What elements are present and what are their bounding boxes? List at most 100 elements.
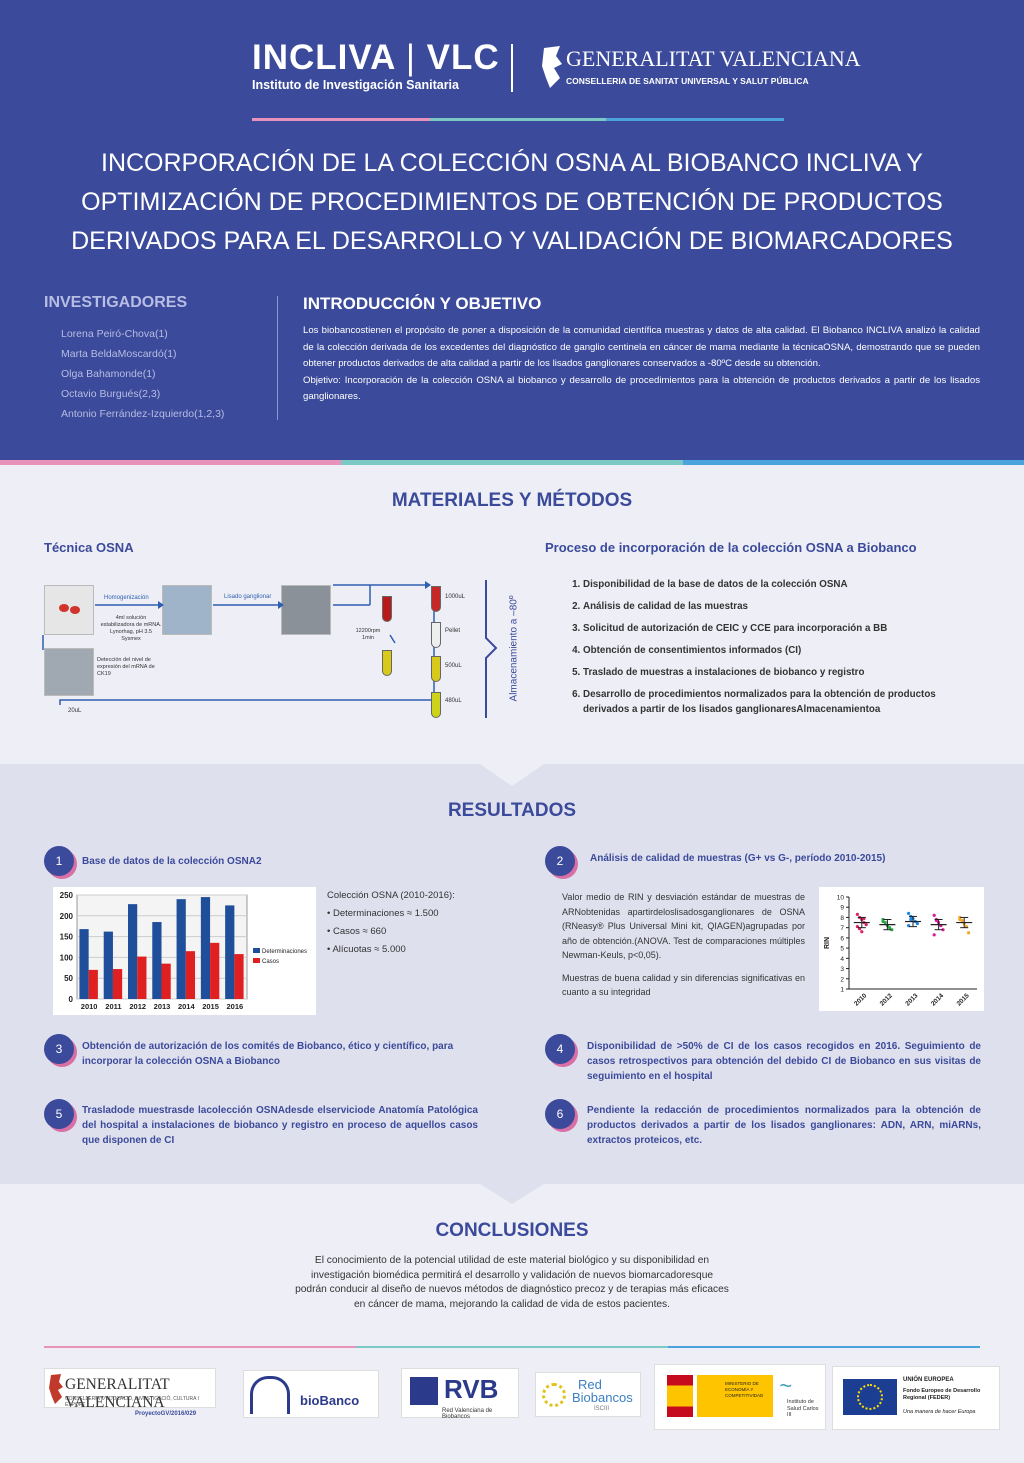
y-tick-label: 7 (840, 925, 844, 932)
result-number-4: 4 (545, 1034, 575, 1064)
homog-label: Homogenización (104, 595, 149, 601)
legend-entry: Determinaciones (262, 949, 307, 955)
header-rule-blue (606, 118, 784, 121)
tube-icon (431, 692, 441, 718)
red-biobancos-logo: Red Biobancos ISCIII (535, 1372, 641, 1417)
r3-text: Obtención de autorización de los comités… (82, 1041, 454, 1067)
investigadores-list: Lorena Peiró-Chova(1) Marta BeldaMoscard… (61, 324, 224, 424)
x-tick-label: 2013 (904, 992, 919, 1007)
bar (152, 922, 162, 999)
stat-item: Determinaciones ≈ 1.500 (332, 908, 439, 919)
step-item: Desarrollo de procedimientos normalizado… (583, 687, 971, 717)
y-tick-label: 8 (840, 915, 844, 922)
poster-title: INCORPORACIÓN DE LA COLECCIÓN OSNA AL BI… (71, 149, 953, 255)
bar (88, 969, 98, 999)
band-rule-blue (683, 460, 1024, 465)
x-tick-label: 2013 (154, 1002, 171, 1011)
tube-icon (431, 656, 441, 682)
y-tick-label: 1 (840, 987, 844, 994)
tecnica-title: Técnica OSNA (44, 540, 134, 555)
y-tick-label: 150 (60, 933, 74, 942)
almacenamiento-label: Almacenamiento a –80º (508, 595, 520, 702)
incliva-logo: INCLIVA | VLC (252, 38, 500, 77)
data-point (888, 926, 892, 930)
result-number-3: 3 (44, 1034, 74, 1064)
isc-mark-icon: ~ (779, 1373, 792, 1398)
detec-label: Detección del nivel de expresión del mRN… (97, 657, 155, 677)
tube-icon (382, 650, 392, 676)
x-tick-label: 2010 (81, 1002, 98, 1011)
lab-photo (162, 585, 212, 635)
lisado-label: Lisado ganglionar (224, 594, 272, 600)
y-axis-label: RIN (824, 937, 831, 949)
data-point (864, 923, 868, 927)
result-number-5: 5 (44, 1099, 74, 1129)
investigador: Lorena Peiró-Chova(1) (61, 328, 168, 340)
r5-text: Trasladode muestrasde lacolección OSNAde… (82, 1105, 478, 1146)
step-item: Análisis de calidad de las muestras (583, 599, 971, 614)
ue-logo: UNIÓN EUROPEA Fondo Europeo de Desarroll… (832, 1366, 1000, 1430)
result-number-2: 2 (545, 846, 575, 876)
x-tick-label: 2015 (202, 1002, 219, 1011)
legend-swatch (253, 958, 260, 963)
bar-chart: 0 50 100 150 200 250 2010 2011 2012 2013 2014 2015 2… (60, 891, 307, 1011)
data-point (907, 911, 911, 915)
x-tick-label: 2015 (956, 992, 971, 1007)
tissue-photo (44, 585, 94, 635)
footer-rule-pink (44, 1346, 356, 1348)
y-tick-label: 200 (60, 912, 74, 921)
x-tick-label: 2016 (227, 1002, 244, 1011)
bar (200, 897, 211, 999)
data-point (890, 928, 894, 932)
bar (103, 931, 113, 999)
data-point (860, 930, 864, 934)
footer-rule-teal (356, 1346, 668, 1348)
r1-stats-title: Colección OSNA (2010-2016): (327, 890, 455, 901)
eu-flag-icon (843, 1379, 897, 1415)
bar (128, 904, 138, 999)
r2-title: Análisis de calidad de muestras (G+ vs G… (590, 853, 886, 864)
sol-label: 4ml solución estabilizadora de mRNA. Lyn… (100, 615, 162, 642)
stat-item: Casos ≈ 660 (332, 926, 387, 937)
data-point (932, 913, 936, 917)
r1-title: Base de datos de la colección OSNA2 (82, 856, 262, 867)
data-point (855, 912, 859, 916)
y-tick-label: 4 (840, 956, 844, 963)
ul500-label: 500uL (445, 663, 462, 669)
y-tick-label: 6 (840, 935, 844, 942)
data-point (909, 917, 913, 922)
y-tick-label: 250 (60, 891, 74, 900)
tube-icon (431, 622, 441, 648)
r6-text: Pendiente la redacción de procedimientos… (587, 1105, 981, 1146)
ministerio-logo: MINISTERIO DE ECONOMÍA Y COMPETITIVIDAD … (654, 1364, 826, 1430)
data-point (967, 931, 971, 935)
y-tick-label: 10 (837, 895, 845, 902)
band-rule-pink (0, 460, 341, 465)
bar (79, 929, 89, 999)
intro-heading: INTRODUCCIÓN Y OBJETIVO (303, 294, 542, 313)
header-rule-teal (430, 118, 606, 121)
ul20-label: 20uL (68, 708, 82, 714)
footer-rule-blue (668, 1346, 980, 1348)
proceso-title: Proceso de incorporación de la colección… (545, 540, 917, 555)
gv-name: GENERALITAT VALENCIANA (566, 46, 861, 71)
y-tick-label: 3 (840, 966, 844, 973)
rin-scatter-chart: 1 2 3 4 5 6 7 8 9 10 RIN 2010 2012 2013 2014 2015 (824, 895, 977, 1008)
y-tick-label: 2 (840, 976, 844, 983)
y-tick-label: 0 (69, 995, 74, 1004)
chevron-down-icon (480, 1184, 544, 1204)
step-item: Disponibilidad de la base de datos de la… (583, 577, 971, 592)
investigadores-heading: INVESTIGADORES (44, 294, 188, 311)
rpm-label: 12200rpm 1min (355, 628, 381, 641)
proceso-steps: Disponibilidad de la base de datos de la… (561, 577, 971, 724)
incliva-subtitle: Instituto de Investigación Sanitaria (252, 78, 459, 92)
resultados-heading: RESULTADOS (447, 800, 577, 821)
x-tick-label: 2012 (879, 992, 894, 1007)
investigador: Marta BeldaMoscardó(1) (61, 348, 177, 360)
r2-text: Valor medio de RIN y desviación estándar… (562, 892, 805, 997)
data-point (941, 928, 945, 932)
pellet-label: Pellet (445, 628, 461, 634)
band-rule-teal (341, 460, 683, 465)
y-tick-label: 100 (60, 953, 74, 962)
ministerio-box (697, 1375, 773, 1417)
